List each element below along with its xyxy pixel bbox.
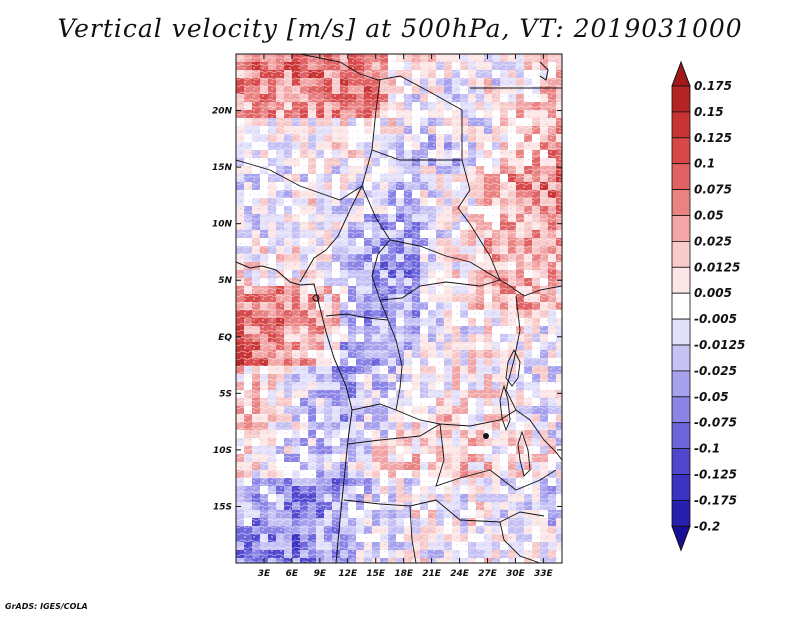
coastline-west-africa <box>236 261 353 563</box>
border-line <box>371 149 462 161</box>
border-line <box>435 423 557 491</box>
colorbar-label: -0.025 <box>694 364 737 378</box>
colorbar-cap-bottom <box>671 525 691 552</box>
colorbar-label: 0.005 <box>694 286 732 300</box>
colorbar-label: 0.125 <box>694 131 732 145</box>
x-tick-label: 33E <box>534 569 554 579</box>
colorbar-segment <box>671 137 691 165</box>
colorbar-label: 0.05 <box>694 209 724 223</box>
border-line <box>505 295 562 461</box>
coastline-east-africa <box>539 61 549 81</box>
colorbar-segment <box>671 370 691 398</box>
x-tick-label: 3E <box>258 569 271 579</box>
y-tick-label: 10N <box>212 220 233 230</box>
chart-title: Vertical velocity [m/s] at 500hPa, VT: 2… <box>57 14 743 43</box>
border-line <box>343 499 545 523</box>
colorbar-segment <box>671 422 691 450</box>
colorbar-label: 0.1 <box>694 157 715 171</box>
y-tick-label: 5S <box>219 389 232 399</box>
y-tick-label: 20N <box>212 107 233 117</box>
lake-outline <box>499 384 511 432</box>
colorbar-segment <box>671 474 691 501</box>
colorbar-label: -0.175 <box>694 493 737 507</box>
colorbar-segment <box>671 318 691 346</box>
border-line <box>236 159 363 201</box>
colorbar-label: -0.05 <box>694 390 729 404</box>
lake-outline <box>483 433 489 439</box>
x-tick-label: 9E <box>314 569 327 579</box>
y-tick-label: 10S <box>213 446 232 456</box>
lake-outline <box>517 430 531 477</box>
border-line <box>409 505 417 563</box>
colorbar-segment <box>671 266 691 294</box>
colorbar-label: 0.175 <box>694 79 732 93</box>
x-tick-label: 6E <box>286 569 299 579</box>
x-tick-label: 18E <box>394 569 414 579</box>
lake-outline <box>312 294 320 302</box>
colorbar-label: 0.15 <box>694 105 724 119</box>
x-tick-label: 21E <box>422 569 442 579</box>
y-tick-label: 15S <box>213 502 232 512</box>
x-tick-label: 12E <box>338 569 358 579</box>
colorbar-segment <box>671 448 691 475</box>
axis-ticks: 3E 6E 9E 12E 15E 18E 21E 24E 27E 30E 33E 20N 15N 10N 5… <box>212 54 562 579</box>
colorbar-segment <box>671 240 691 268</box>
x-tick-label: 30E <box>506 569 526 579</box>
colorbar-label: 0.0125 <box>694 260 740 274</box>
colorbar-segment <box>671 499 691 527</box>
border-line <box>299 54 562 297</box>
x-tick-label: 15E <box>366 569 386 579</box>
y-tick-label: 15N <box>212 163 233 173</box>
y-tick-label: EQ <box>218 333 232 343</box>
colorbar-segment <box>671 163 691 190</box>
colorbar-label: 0.075 <box>694 183 732 197</box>
x-tick-label: 24E <box>450 569 470 579</box>
colorbar-label: -0.2 <box>694 519 720 533</box>
colorbar-label: -0.125 <box>694 468 737 482</box>
colorbar-label: -0.1 <box>694 442 720 456</box>
x-tick-label: 27E <box>478 569 498 579</box>
map-frame <box>235 53 563 564</box>
colorbar-segment <box>671 292 691 320</box>
border-line <box>379 279 501 301</box>
colorbar-segment <box>671 85 691 113</box>
border-line <box>389 239 501 281</box>
border-line <box>325 313 517 427</box>
colorbar-segment <box>671 189 691 216</box>
colorbar-label: 0.025 <box>694 234 732 248</box>
colorbar-cap-top <box>671 60 691 87</box>
y-tick-label: 5N <box>218 276 232 286</box>
lake-outline <box>505 348 521 387</box>
colorbar-segment <box>671 215 691 242</box>
border-line <box>351 403 397 411</box>
colorbar: 0.175 0.15 0.125 0.1 0.075 0.05 0.025 0.0125 0.0… <box>671 60 745 552</box>
field-texture <box>236 54 562 563</box>
border-line <box>499 521 541 563</box>
colorbar-segment <box>671 111 691 139</box>
footer-credit: GrADS: IGES/COLA <box>5 602 88 611</box>
colorbar-segment <box>671 344 691 372</box>
colorbar-label: -0.075 <box>694 416 737 430</box>
map-overlays <box>236 54 562 563</box>
colorbar-label: -0.0125 <box>694 338 745 352</box>
colorbar-label: -0.005 <box>694 312 737 326</box>
colorbar-segment <box>671 396 691 424</box>
border-line <box>347 423 441 445</box>
vertical-velocity-field <box>236 54 562 563</box>
border-line <box>299 79 381 283</box>
